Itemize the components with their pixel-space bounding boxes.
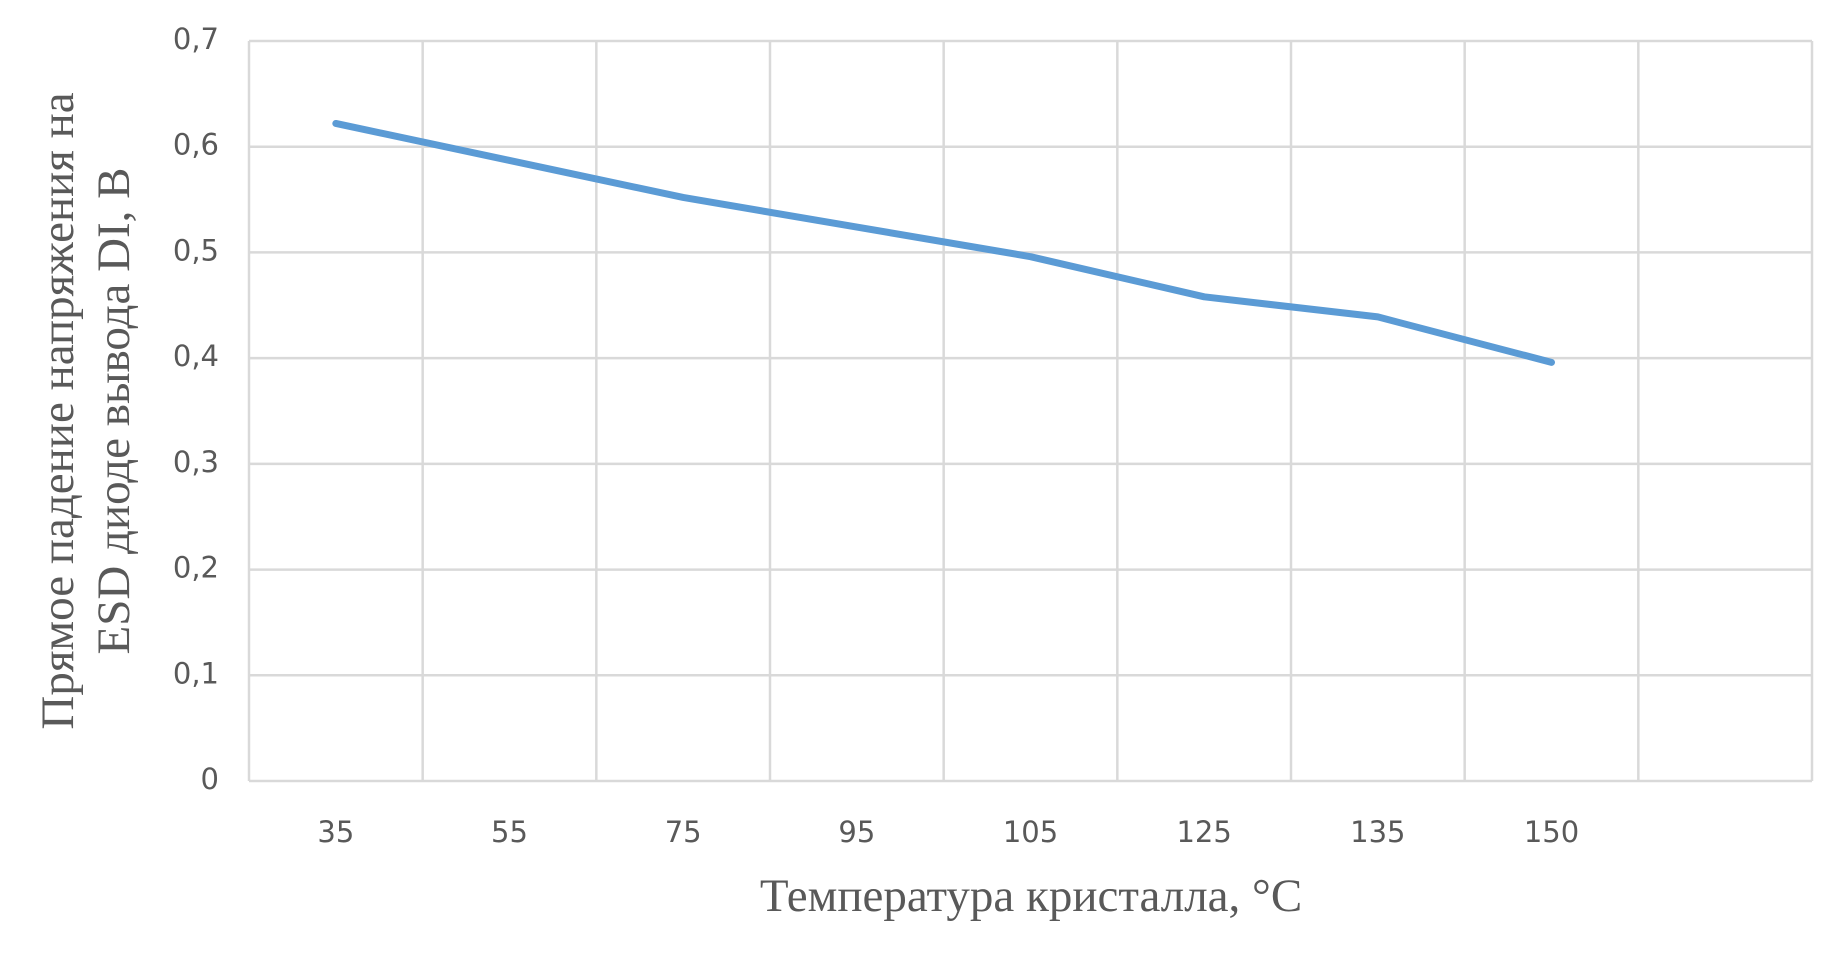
y-tick-label: 0,3 — [173, 445, 219, 479]
y-tick-label: 0,4 — [173, 339, 219, 373]
y-tick-label: 0,7 — [173, 22, 219, 56]
x-axis-title: Температура кристалла, °C — [760, 870, 1302, 922]
y-tick-label: 0,6 — [173, 128, 219, 162]
x-tick-label: 55 — [491, 815, 528, 849]
y-axis-title-line: Прямое падение напряжения на — [32, 92, 84, 729]
x-tick-label: 125 — [1176, 815, 1231, 849]
y-tick-label: 0,2 — [173, 551, 219, 585]
y-axis-title: Прямое падение напряжения на ESD диоде в… — [32, 92, 140, 729]
x-tick-label: 35 — [317, 815, 354, 849]
x-tick-label: 75 — [665, 815, 702, 849]
data-line — [332, 119, 1555, 366]
x-tick-label: 95 — [838, 815, 875, 849]
x-tick-label: 150 — [1524, 815, 1579, 849]
y-tick-label: 0,1 — [173, 656, 219, 690]
y-tick-label: 0,5 — [173, 233, 219, 267]
y-tick-label: 0 — [201, 762, 219, 796]
x-tick-label: 135 — [1350, 815, 1405, 849]
y-axis-title-line: ESD диоде вывода DI, В — [88, 167, 140, 654]
x-tick-label: 105 — [1003, 815, 1058, 849]
